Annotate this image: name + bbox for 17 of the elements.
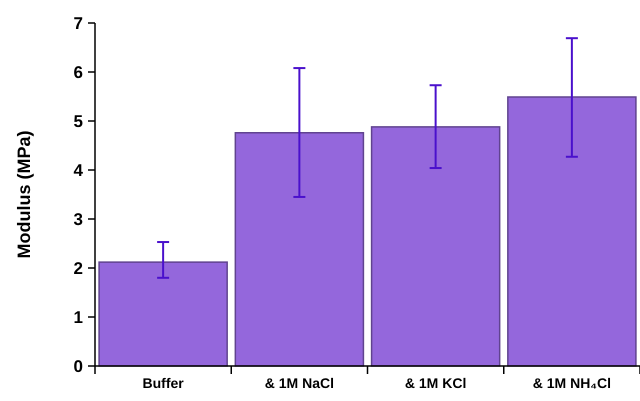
- x-tick-label: & 1M KCl: [404, 375, 466, 391]
- x-tick-label: Buffer: [142, 375, 184, 391]
- bar: [98, 261, 228, 367]
- bar: [370, 126, 500, 367]
- x-tick-label: & 1M NaCl: [264, 375, 334, 391]
- y-tick-label: 0: [74, 356, 83, 376]
- bar: [234, 132, 364, 367]
- bar: [507, 96, 637, 367]
- y-tick-label: 6: [74, 62, 83, 82]
- x-tick-label: & 1M NH₄Cl: [532, 375, 611, 391]
- y-tick-label: 3: [74, 210, 83, 229]
- y-tick-label: 2: [74, 258, 83, 278]
- y-axis-title: Modulus (MPa): [14, 130, 34, 258]
- y-tick-label: 5: [74, 112, 83, 131]
- y-tick-label: 1: [74, 308, 83, 327]
- y-tick-label: 4: [74, 160, 84, 180]
- y-tick-label: 7: [74, 14, 83, 33]
